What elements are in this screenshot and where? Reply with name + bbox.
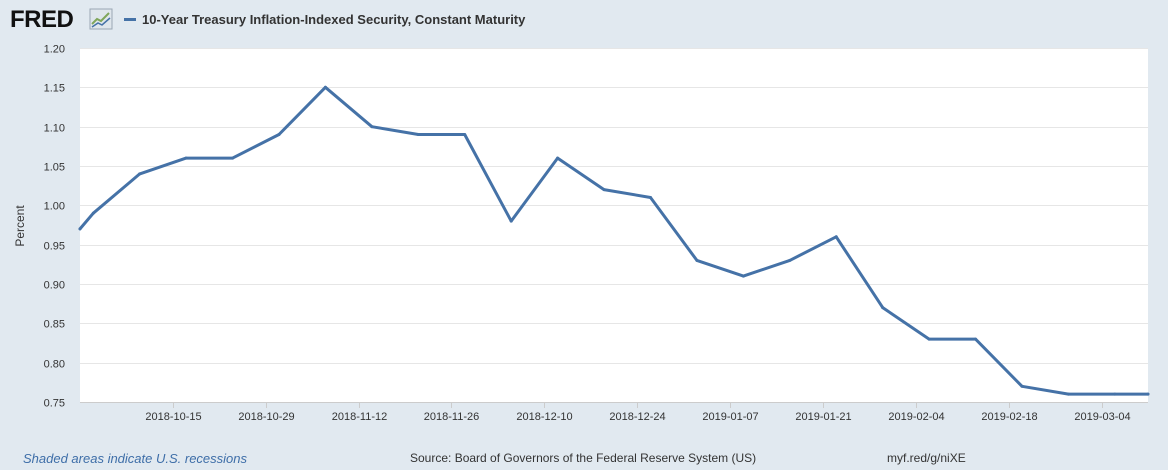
data-point[interactable] <box>602 188 606 192</box>
chart-header: FRED 10-Year Treasury Inflation-Indexed … <box>0 0 1168 40</box>
y-tick-label: 1.15 <box>44 83 65 95</box>
y-tick-label: 0.80 <box>44 359 65 371</box>
data-point[interactable] <box>231 156 235 160</box>
data-point[interactable] <box>1113 392 1117 396</box>
y-tick-label: 1.05 <box>44 162 65 174</box>
x-tick-label: 2018-12-10 <box>516 411 572 423</box>
y-tick-label: 1.10 <box>44 123 65 135</box>
plot-area <box>80 48 1148 402</box>
data-point[interactable] <box>138 172 142 176</box>
x-tick-label: 2018-12-24 <box>609 411 665 423</box>
data-point[interactable] <box>277 133 281 136</box>
y-tick-label: 0.90 <box>44 280 65 292</box>
data-point[interactable] <box>974 337 977 341</box>
data-point[interactable] <box>323 85 327 89</box>
data-point[interactable] <box>834 235 838 239</box>
data-point[interactable] <box>91 211 95 215</box>
legend-swatch <box>124 17 136 21</box>
x-tick-label: 2019-01-07 <box>702 411 758 423</box>
data-point[interactable] <box>927 337 931 341</box>
legend-label: 10-Year Treasury Inflation-Indexed Secur… <box>142 11 526 27</box>
x-tick-label: 2018-11-12 <box>332 411 387 423</box>
recessions-note: Shaded areas indicate U.S. recessions <box>23 451 248 466</box>
x-tick-label: 2019-02-04 <box>888 411 944 423</box>
short-url-link[interactable]: myf.red/g/niXE <box>887 451 966 465</box>
x-tick-label: 2019-03-04 <box>1074 411 1130 423</box>
x-tick-label: 2018-10-29 <box>238 411 294 423</box>
x-tick-label: 2018-10-15 <box>145 411 201 423</box>
data-point[interactable] <box>463 133 467 136</box>
data-point[interactable] <box>695 258 699 262</box>
y-tick-label: 0.95 <box>44 241 65 253</box>
x-tick-label: 2018-11-26 <box>424 411 479 423</box>
data-point[interactable] <box>881 306 885 310</box>
x-tick-label: 2019-02-18 <box>981 411 1037 423</box>
data-point[interactable] <box>78 227 82 231</box>
chart-legend[interactable]: 10-Year Treasury Inflation-Indexed Secur… <box>124 10 525 28</box>
data-point[interactable] <box>788 258 792 262</box>
data-point[interactable] <box>649 196 652 199</box>
data-point[interactable] <box>1020 384 1024 388</box>
data-point[interactable] <box>1146 392 1150 396</box>
y-tick-label: 1.00 <box>44 201 65 213</box>
chart-trend-icon <box>89 8 113 30</box>
y-tick-label: 1.20 <box>44 44 65 56</box>
data-point[interactable] <box>370 125 374 129</box>
data-point[interactable] <box>556 156 560 160</box>
y-tick-label: 0.85 <box>44 319 65 331</box>
fred-logo[interactable]: FRED <box>10 6 74 33</box>
source-note: Source: Board of Governors of the Federa… <box>410 451 757 465</box>
data-point[interactable] <box>184 156 188 160</box>
x-tick-label: 2019-01-21 <box>795 411 851 423</box>
data-point[interactable] <box>416 133 420 136</box>
data-point[interactable] <box>509 219 513 223</box>
data-point[interactable] <box>741 274 745 278</box>
data-point[interactable] <box>1066 392 1070 396</box>
y-tick-label: 0.75 <box>44 398 65 410</box>
